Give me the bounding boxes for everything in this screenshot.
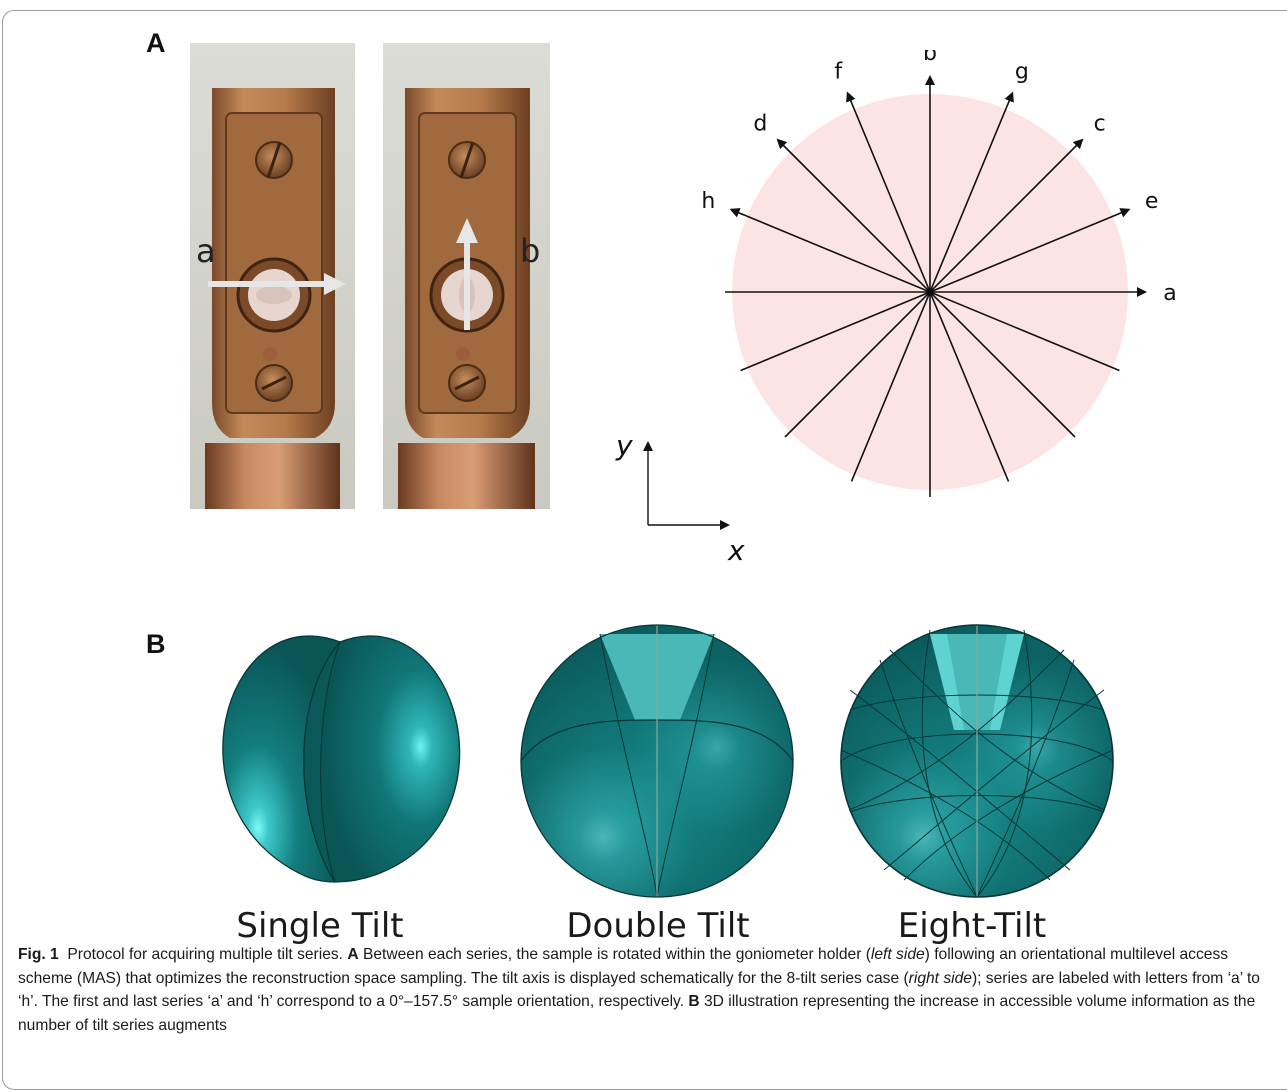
sphere-eight-tilt — [840, 624, 1114, 898]
caption-fig-label: Fig. 1 — [18, 946, 59, 963]
coordinate-axes: y x — [615, 429, 745, 567]
caption-letter-b: B — [688, 993, 700, 1010]
photo-left — [190, 43, 355, 509]
sphere-label-eight-tilt: Eight-Tilt — [897, 906, 1047, 946]
tilt-axis-e — [740, 208, 1131, 372]
tilt-axis-label-d: d — [753, 111, 767, 136]
tilt-axis-diagram: a b c d e f g h y x — [615, 50, 1177, 567]
panel-letter-b: B — [146, 629, 166, 659]
tilt-axis-label-e: e — [1145, 189, 1159, 214]
tilt-axis-label-c: c — [1094, 111, 1106, 136]
caption-right-side: right side — [908, 969, 972, 987]
caption-left-side: left side — [870, 946, 925, 963]
tilt-axis-label-g: g — [1015, 59, 1029, 84]
axis-y-label: y — [615, 429, 633, 462]
spheres-illustration — [222, 624, 1114, 898]
figure-caption: Fig. 1 Protocol for acquiring multiple t… — [18, 943, 1268, 1037]
tilt-axis-f — [846, 91, 1010, 482]
caption-letter-a: A — [347, 946, 359, 963]
sphere-single-tilt — [222, 635, 461, 883]
caption-text-5: 3D illustration representing the increas… — [18, 993, 1256, 1034]
axis-x-label: x — [727, 534, 745, 567]
panel-letter-a: A — [146, 28, 166, 58]
tilt-axis-h — [729, 208, 1120, 372]
sphere-label-double-tilt: Double Tilt — [566, 906, 750, 946]
caption-text-4: ); series are labeled with letters from … — [18, 969, 1260, 1011]
sphere-label-single-tilt: Single Tilt — [236, 906, 404, 946]
caption-title: Protocol for acquiring multiple tilt ser… — [67, 946, 344, 963]
photo-right-label: b — [520, 232, 541, 270]
photo-left-label: a — [196, 232, 216, 270]
tilt-axis-label-h: h — [701, 189, 715, 214]
tilt-axis-label-b: b — [923, 50, 937, 66]
caption-text-3: ) following an orientational multilevel … — [18, 946, 1229, 987]
sphere-double-tilt — [520, 624, 794, 898]
tilt-axis-label-a: a — [1163, 281, 1176, 306]
tilt-axis-label-f: f — [834, 59, 843, 84]
photo-right — [383, 43, 550, 509]
goniometer-holder-photo — [190, 43, 550, 509]
tilt-axis-g — [850, 91, 1014, 482]
caption-text-2: Between each series, the sample is rotat… — [362, 946, 871, 963]
tilt-axis-c — [784, 138, 1084, 438]
tilt-axis-d — [776, 138, 1076, 438]
